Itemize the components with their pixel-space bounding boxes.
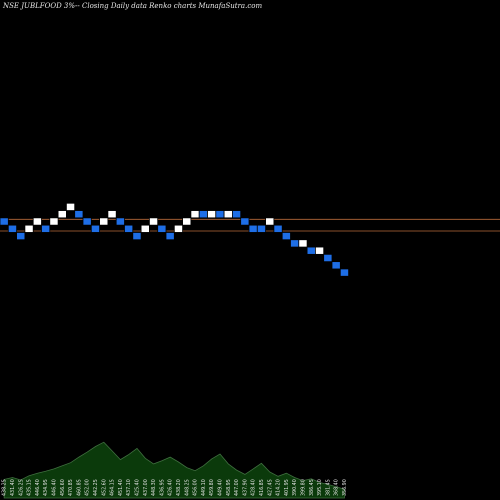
renko-brick-29 <box>231 210 242 219</box>
x-tick-label-40: 381.45 <box>325 479 331 496</box>
renko-brick-28 <box>223 210 233 219</box>
x-tick-label-36: 390.40 <box>292 479 298 496</box>
x-tick-label-24: 456.00 <box>193 479 199 496</box>
renko-brick-22 <box>173 224 184 233</box>
x-tick-label-30: 437.90 <box>242 479 248 496</box>
x-tick-label-17: 425.40 <box>134 479 140 496</box>
renko-brick-6 <box>41 224 51 233</box>
renko-brick-14 <box>107 210 117 219</box>
x-tick-label-1: 438.25 <box>2 479 8 496</box>
x-tick-label-37: 399.80 <box>300 479 306 496</box>
renko-brick-1 <box>0 217 9 226</box>
x-tick-label-20: 436.95 <box>159 479 165 496</box>
renko-brick-37 <box>298 239 308 248</box>
x-tick-label-19: 448.30 <box>151 479 157 496</box>
renko-brick-3 <box>16 232 26 241</box>
x-tick-label-6: 434.95 <box>43 479 49 496</box>
renko-brick-25 <box>198 210 208 219</box>
x-tick-label-38: 386.45 <box>309 479 315 496</box>
renko-brick-12 <box>90 224 101 233</box>
renko-brick-26 <box>207 210 217 219</box>
x-tick-label-39: 395.10 <box>317 479 323 496</box>
renko-brick-5 <box>32 217 42 226</box>
renko-brick-8 <box>57 210 67 219</box>
renko-brick-32 <box>256 224 266 233</box>
x-tick-label-26: 459.80 <box>209 479 215 496</box>
renko-brick-19 <box>148 217 159 226</box>
x-tick-label-12: 442.25 <box>93 479 99 496</box>
renko-brick-20 <box>157 224 167 233</box>
renko-brick-23 <box>182 217 192 226</box>
renko-brick-11 <box>82 217 92 226</box>
x-tick-label-42: 356.90 <box>342 479 348 496</box>
renko-brick-42 <box>339 268 349 277</box>
renko-brick-7 <box>49 217 59 226</box>
x-tick-label-41: 368.40 <box>334 479 340 496</box>
renko-brick-41 <box>331 261 341 270</box>
x-tick-label-2: 431.40 <box>10 479 16 496</box>
x-tick-label-29: 447.00 <box>234 479 240 496</box>
renko-brick-4 <box>24 224 34 233</box>
renko-brick-18 <box>140 224 150 233</box>
x-tick-label-28: 458.95 <box>226 479 232 496</box>
x-tick-label-34: 414.20 <box>276 479 282 496</box>
renko-brick-9 <box>66 202 76 211</box>
renko-brick-24 <box>190 210 200 219</box>
chart-title: NSE JUBLFOOD 3%-- Closing Daily data Ren… <box>3 2 263 10</box>
renko-brick-40 <box>323 253 333 263</box>
x-tick-label-18: 437.00 <box>143 479 149 496</box>
x-tick-label-15: 451.40 <box>118 479 124 496</box>
x-tick-label-16: 437.10 <box>126 479 132 496</box>
x-tick-label-27: 449.40 <box>217 479 223 496</box>
x-tick-label-32: 416.85 <box>259 479 265 496</box>
renko-brick-21 <box>165 232 175 241</box>
renko-brick-39 <box>314 246 325 255</box>
renko-brick-35 <box>281 232 291 241</box>
x-tick-label-5: 446.40 <box>35 479 41 496</box>
renko-brick-31 <box>248 224 258 233</box>
renko-brick-34 <box>273 224 283 233</box>
x-tick-label-31: 428.40 <box>251 479 257 496</box>
renko-brick-36 <box>290 239 300 248</box>
renko-brick-30 <box>240 217 250 226</box>
renko-brick-27 <box>215 210 225 219</box>
renko-brick-2 <box>7 224 18 233</box>
x-tick-label-25: 449.10 <box>201 479 207 496</box>
renko-brick-15 <box>115 217 125 226</box>
x-tick-label-9: 470.85 <box>68 479 74 496</box>
x-tick-label-35: 401.95 <box>284 479 290 496</box>
x-tick-label-10: 460.85 <box>76 479 82 496</box>
volume-area <box>3 441 345 499</box>
x-tick-label-14: 464.15 <box>110 479 116 496</box>
renko-brick-17 <box>132 232 142 241</box>
x-tick-label-23: 448.25 <box>184 479 190 496</box>
x-tick-label-11: 452.00 <box>85 479 91 496</box>
x-tick-label-4: 435.15 <box>27 479 33 496</box>
x-tick-label-8: 456.60 <box>60 479 66 496</box>
renko-brick-13 <box>99 217 109 226</box>
renko-brick-16 <box>124 224 134 233</box>
renko-brick-38 <box>306 246 316 255</box>
renko-brick-10 <box>74 210 84 219</box>
x-tick-label-21: 426.40 <box>168 479 174 496</box>
x-tick-label-13: 452.60 <box>101 479 107 496</box>
x-tick-label-33: 427.45 <box>267 479 273 496</box>
x-tick-label-7: 446.40 <box>51 479 57 496</box>
x-tick-label-3: 426.25 <box>18 479 24 496</box>
renko-brick-33 <box>265 217 275 226</box>
x-tick-label-22: 438.20 <box>176 479 182 496</box>
